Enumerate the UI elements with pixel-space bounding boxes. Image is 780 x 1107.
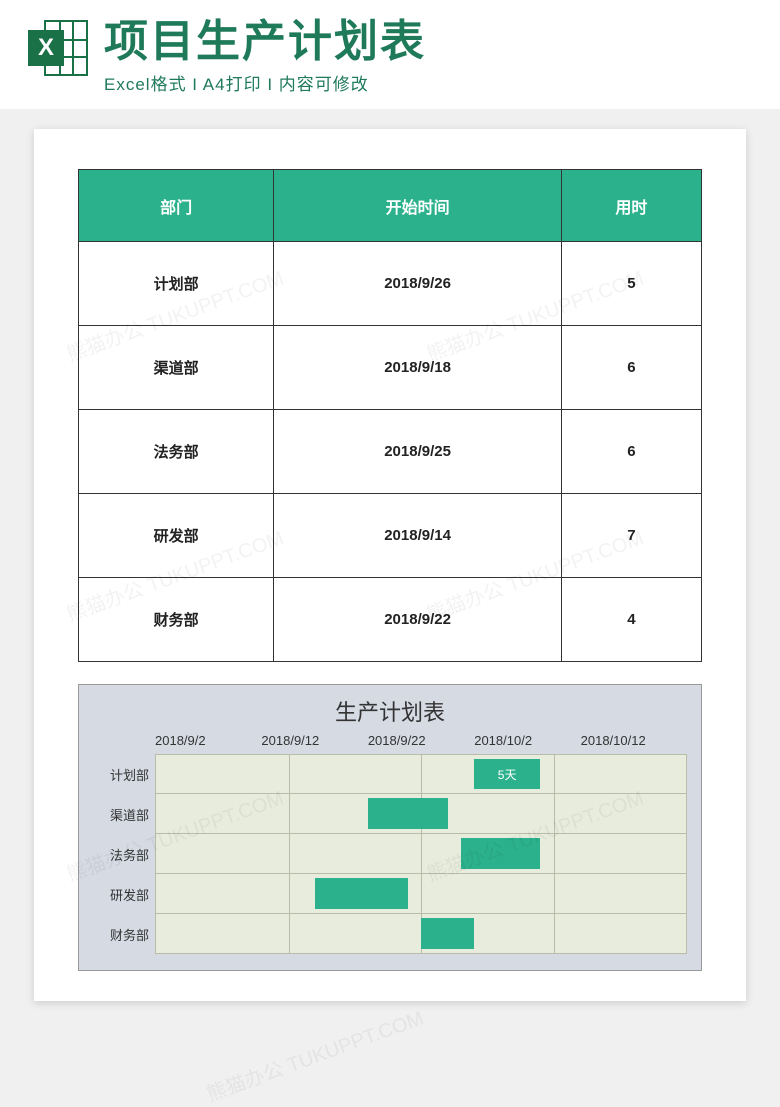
x-tick-label: 2018/9/22	[368, 733, 474, 748]
table-cell: 2018/9/25	[274, 410, 562, 494]
gantt-track	[155, 914, 687, 954]
gantt-row: 渠道部	[93, 794, 687, 834]
gantt-track	[155, 874, 687, 914]
document-page: 部门开始时间用时 计划部2018/9/265渠道部2018/9/186法务部20…	[34, 129, 746, 1001]
table-header-cell: 开始时间	[274, 170, 562, 242]
chart-x-axis: 2018/9/22018/9/122018/9/222018/10/22018/…	[93, 733, 687, 748]
gantt-row-label: 法务部	[93, 845, 155, 864]
table-cell: 计划部	[79, 242, 274, 326]
table-cell: 研发部	[79, 494, 274, 578]
watermark: 熊猫办公 TUKUPPT.COM	[202, 1002, 427, 1107]
gantt-bar	[421, 918, 474, 949]
gantt-row-label: 研发部	[93, 885, 155, 904]
gantt-row-label: 财务部	[93, 925, 155, 944]
excel-icon: X	[28, 18, 88, 78]
table-row: 研发部2018/9/147	[79, 494, 702, 578]
gantt-gridline	[289, 874, 290, 913]
table-row: 法务部2018/9/256	[79, 410, 702, 494]
table-cell: 财务部	[79, 578, 274, 662]
gantt-row: 法务部	[93, 834, 687, 874]
gantt-bar-label: 5天	[498, 766, 517, 783]
schedule-table: 部门开始时间用时 计划部2018/9/265渠道部2018/9/186法务部20…	[78, 169, 702, 662]
gantt-gridline	[554, 794, 555, 833]
x-tick-label: 2018/10/12	[581, 733, 687, 748]
gantt-track: 5天	[155, 754, 687, 794]
gantt-bar	[368, 798, 448, 829]
table-header-cell: 用时	[561, 170, 701, 242]
chart-title: 生产计划表	[93, 695, 687, 727]
gantt-bar: 5天	[474, 759, 540, 789]
table-row: 财务部2018/9/224	[79, 578, 702, 662]
header-text: 项目生产计划表 Excel格式 I A4打印 I 内容可修改	[104, 18, 752, 95]
gantt-gridline	[554, 755, 555, 793]
gantt-chart: 生产计划表 2018/9/22018/9/122018/9/222018/10/…	[78, 684, 702, 971]
excel-icon-letter: X	[28, 30, 64, 66]
gantt-row-label: 计划部	[93, 765, 155, 784]
table-cell: 4	[561, 578, 701, 662]
gantt-track	[155, 834, 687, 874]
gantt-gridline	[289, 914, 290, 953]
table-cell: 渠道部	[79, 326, 274, 410]
gantt-gridline	[554, 914, 555, 953]
page-header: X 项目生产计划表 Excel格式 I A4打印 I 内容可修改	[0, 0, 780, 109]
page-title: 项目生产计划表	[104, 18, 752, 66]
gantt-bar	[315, 878, 408, 909]
gantt-gridline	[289, 794, 290, 833]
x-tick-label: 2018/10/2	[474, 733, 580, 748]
gantt-gridline	[421, 755, 422, 793]
gantt-gridline	[554, 834, 555, 873]
table-header-row: 部门开始时间用时	[79, 170, 702, 242]
table-header-cell: 部门	[79, 170, 274, 242]
table-cell: 2018/9/26	[274, 242, 562, 326]
gantt-row: 财务部	[93, 914, 687, 954]
gantt-gridline	[421, 834, 422, 873]
table-cell: 7	[561, 494, 701, 578]
table-cell: 6	[561, 410, 701, 494]
x-tick-label: 2018/9/2	[155, 733, 261, 748]
chart-body: 计划部 5天渠道部法务部研发部财务部	[93, 754, 687, 954]
gantt-gridline	[289, 834, 290, 873]
table-body: 计划部2018/9/265渠道部2018/9/186法务部2018/9/256研…	[79, 242, 702, 662]
gantt-gridline	[554, 874, 555, 913]
gantt-row: 计划部 5天	[93, 754, 687, 794]
page-subtitle: Excel格式 I A4打印 I 内容可修改	[104, 70, 752, 95]
x-tick-label: 2018/9/12	[261, 733, 367, 748]
table-cell: 2018/9/14	[274, 494, 562, 578]
table-cell: 6	[561, 326, 701, 410]
table-cell: 2018/9/22	[274, 578, 562, 662]
table-cell: 5	[561, 242, 701, 326]
table-row: 计划部2018/9/265	[79, 242, 702, 326]
gantt-gridline	[289, 755, 290, 793]
gantt-bar	[461, 838, 541, 869]
gantt-track	[155, 794, 687, 834]
gantt-row-label: 渠道部	[93, 805, 155, 824]
table-row: 渠道部2018/9/186	[79, 326, 702, 410]
gantt-gridline	[421, 874, 422, 913]
table-cell: 法务部	[79, 410, 274, 494]
gantt-row: 研发部	[93, 874, 687, 914]
table-cell: 2018/9/18	[274, 326, 562, 410]
